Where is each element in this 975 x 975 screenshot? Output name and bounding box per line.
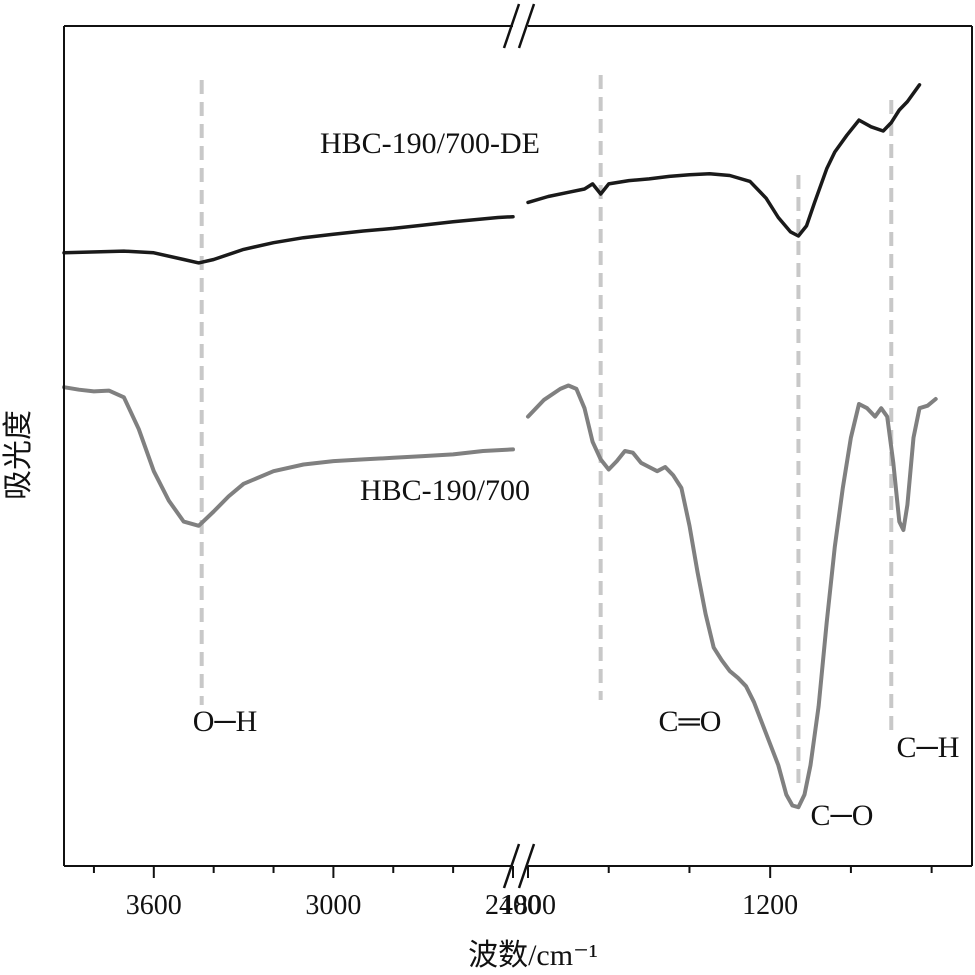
- axis-break-mark-bottom-0: [502, 843, 521, 889]
- series-line-0-part-1: [526, 83, 922, 238]
- x-axis-label: 波数/cm⁻¹: [468, 939, 598, 972]
- x-tick-label-2: 2400: [485, 890, 541, 921]
- spectra-series: [62, 83, 938, 810]
- x-tick-label-4: 1200: [742, 890, 798, 921]
- axis-break-mark-top-0: [502, 3, 521, 49]
- series-line-1-part-1: [526, 383, 938, 810]
- plot-frame: [63, 3, 973, 889]
- series-label-1: HBC-190/700: [360, 474, 530, 507]
- reference-lines: [199, 75, 894, 790]
- series-line-0-part-0: [62, 214, 515, 265]
- x-tick-label-0: 3600: [126, 890, 182, 921]
- series-line-1-part-0: [62, 385, 515, 528]
- axis-break-mark-bottom-1: [517, 843, 536, 889]
- axis-break-mark-top-1: [517, 3, 536, 49]
- bond-annotation-3: C─H: [897, 731, 960, 764]
- x-tick-label-3: 1800: [500, 890, 556, 921]
- chart-labels: HBC-190/700-DE HBC-190/700 O─H C═O C─O C─H: [193, 127, 960, 832]
- series-label-0: HBC-190/700-DE: [320, 127, 540, 160]
- bond-annotation-1: C═O: [659, 705, 722, 738]
- y-axis-label: 吸光度: [2, 410, 35, 500]
- x-tick-label-1: 3000: [305, 890, 361, 921]
- bond-annotation-2: C─O: [811, 799, 874, 832]
- bond-annotation-0: O─H: [193, 705, 258, 738]
